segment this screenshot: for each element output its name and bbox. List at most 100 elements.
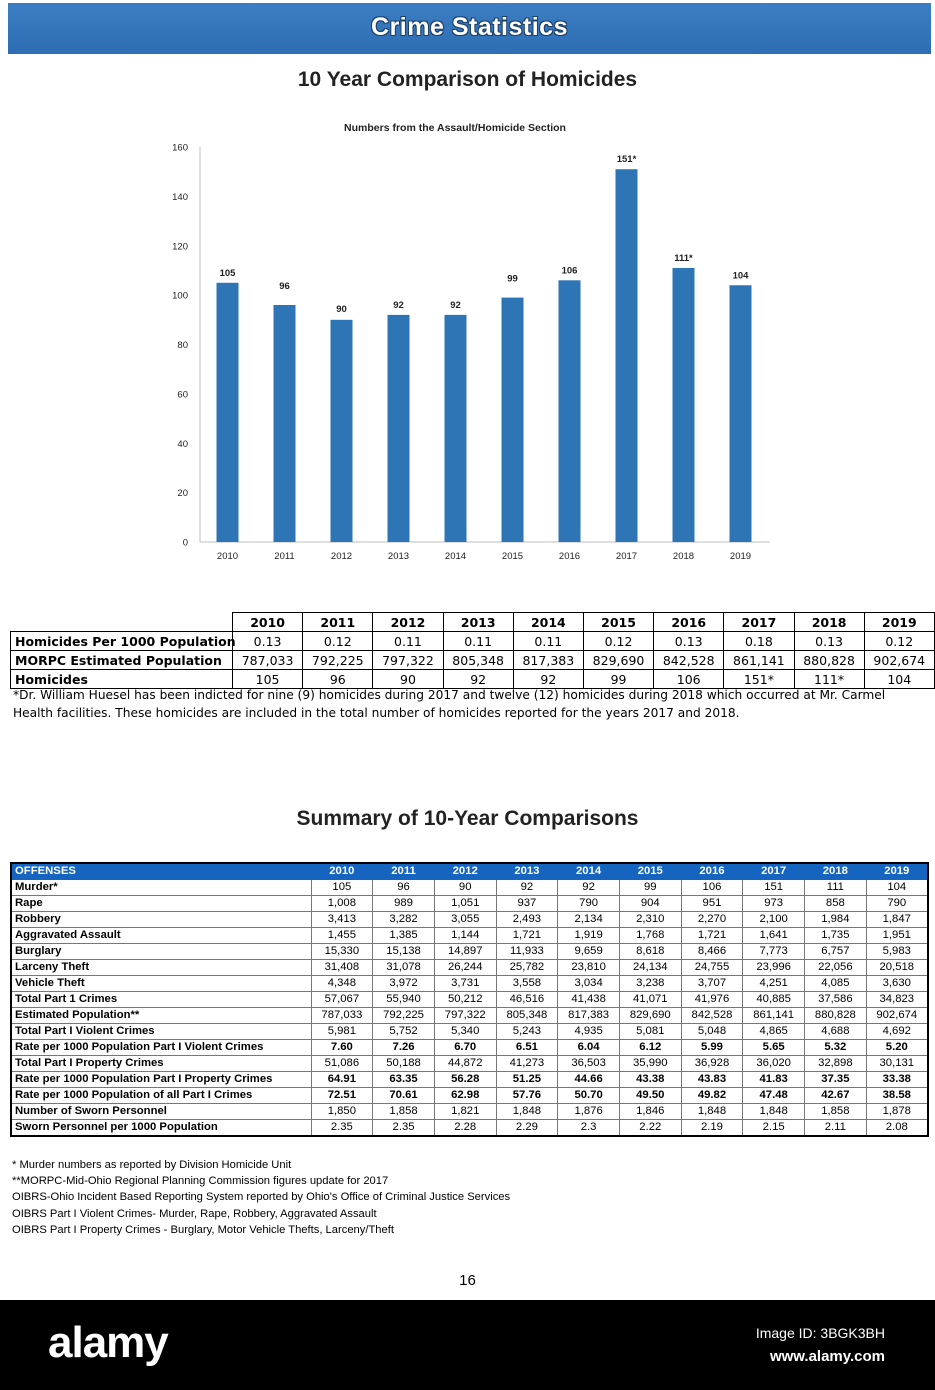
table-cell: 1,008 [310,895,374,912]
homicide-table: 2010 2011 2012 2013 2014 2015 2016 2017 2018 2019… [10,612,935,689]
year-header: 2011 [372,862,435,880]
table-cell: 3,558 [495,975,559,992]
data-label: 151* [617,154,637,165]
table-cell: 50.70 [557,1087,620,1104]
table-cell: 49.82 [680,1087,744,1104]
table-cell: 880,828 [793,650,865,670]
table-cell: 3,707 [680,975,744,992]
y-tick-label: 160 [172,143,188,154]
table-cell: 63.35 [372,1071,435,1088]
table-cell: 47.48 [742,1087,805,1104]
table-cell: 20,518 [865,959,929,976]
table-cell: 57,067 [310,991,374,1008]
table-cell: 8,466 [680,943,744,960]
summary-notes: * Murder numbers as reported by Division… [12,1157,510,1238]
table-cell: 99 [618,879,682,896]
alamy-logo: alamy [48,1318,169,1367]
table-cell: 15,330 [310,943,374,960]
table-cell: 1,821 [433,1103,497,1120]
table-cell: 2.22 [618,1119,682,1137]
data-label: 105 [220,268,237,279]
table-row: Vehicle Theft 4,348 3,972 3,731 3,558 3,034 3,… [10,975,929,992]
year-header: 2013 [442,612,514,632]
year-header: 2012 [433,862,497,880]
y-tick-label: 100 [172,291,188,302]
table-cell: 96 [302,669,374,689]
data-label: 99 [507,274,518,285]
table-cell: 36,020 [742,1055,805,1072]
table-cell: 937 [495,895,559,912]
table-row: Total Part I Property Crimes 51,086 50,188… [10,1055,929,1072]
data-label: 92 [393,300,404,311]
x-tick-label: 2010 [217,551,238,562]
table-cell: 2,270 [680,911,744,928]
table-cell: 0.18 [723,631,795,651]
image-id: Image ID: 3BGK3BH [755,1325,885,1341]
x-tick-label: 2015 [502,551,523,562]
table-cell: 3,055 [433,911,497,928]
table-cell: 797,322 [433,1007,497,1024]
table-cell: 2.35 [372,1119,435,1137]
table-cell: 2,134 [557,911,620,928]
bar-2011 [273,305,296,542]
homicide-footnote: *Dr. William Huesel has been indicted fo… [13,688,886,720]
table-cell: 11,933 [495,943,559,960]
site-url[interactable]: www.alamy.com [769,1348,885,1365]
table-cell: 106 [680,879,744,896]
y-tick-label: 60 [177,389,188,400]
table-cell: 2.11 [804,1119,867,1137]
table-cell: 989 [372,895,435,912]
bar-2013 [387,314,410,542]
table-cell: 2.08 [865,1119,929,1137]
table-cell: 805,348 [442,650,514,670]
table-cell: 0.13 [231,631,304,651]
table-cell: 92 [495,879,559,896]
banner-title: Crime Statistics [371,13,568,41]
table-cell: 797,322 [372,650,444,670]
data-label: 106 [562,265,578,276]
table-cell: 6.70 [433,1039,497,1056]
table-cell: 1,876 [557,1103,620,1120]
year-header: 2010 [310,862,374,880]
x-tick-label: 2013 [388,551,409,562]
table-cell: 0.13 [653,631,725,651]
table-cell: 5.32 [804,1039,867,1056]
table-cell: 1,846 [618,1103,682,1120]
table-cell: 5,243 [495,1023,559,1040]
table-cell: 8,618 [618,943,682,960]
table-row: Larceny Theft 31,408 31,078 26,244 25,782 23,… [10,959,929,976]
table-cell: 31,078 [372,959,435,976]
y-tick-label: 120 [172,241,188,252]
y-tick-label: 140 [172,192,188,203]
table-cell: 790 [557,895,620,912]
table-cell: 111 [804,879,867,896]
table-cell: 104 [863,669,935,689]
table-cell: 3,034 [557,975,620,992]
table-cell: 92 [557,879,620,896]
table-cell: 3,972 [372,975,435,992]
bar-2010 [216,282,239,542]
data-label: 92 [450,300,461,311]
row-label: Total Part 1 Crimes [10,991,312,1008]
year-header: 2015 [582,612,655,632]
table-cell: 5,340 [433,1023,497,1040]
table-cell: 7.26 [372,1039,435,1056]
table-cell: 1,721 [680,927,744,944]
x-tick-label: 2012 [331,551,352,562]
table-cell: 24,755 [680,959,744,976]
table-cell: 4,085 [804,975,867,992]
table-cell: 842,528 [680,1007,744,1024]
table-cell: 829,690 [618,1007,682,1024]
table-cell: 25,782 [495,959,559,976]
table-row: Homicides 105 96 90 92 92 99 106 151* 111* 104 [10,669,935,689]
table-cell: 5,983 [865,943,929,960]
table-cell: 861,141 [723,650,795,670]
year-header: 2019 [863,612,935,632]
table-cell: 44,872 [433,1055,497,1072]
table-cell: 50,188 [372,1055,435,1072]
table-cell: 31,408 [310,959,374,976]
year-header: 2016 [653,612,725,632]
note-line: OIBRS Part I Violent Crimes- Murder, Rap… [12,1207,377,1220]
table-row: Homicides Per 1000 Population 0.13 0.12 0.1… [10,631,935,651]
table-cell: 7,773 [742,943,805,960]
